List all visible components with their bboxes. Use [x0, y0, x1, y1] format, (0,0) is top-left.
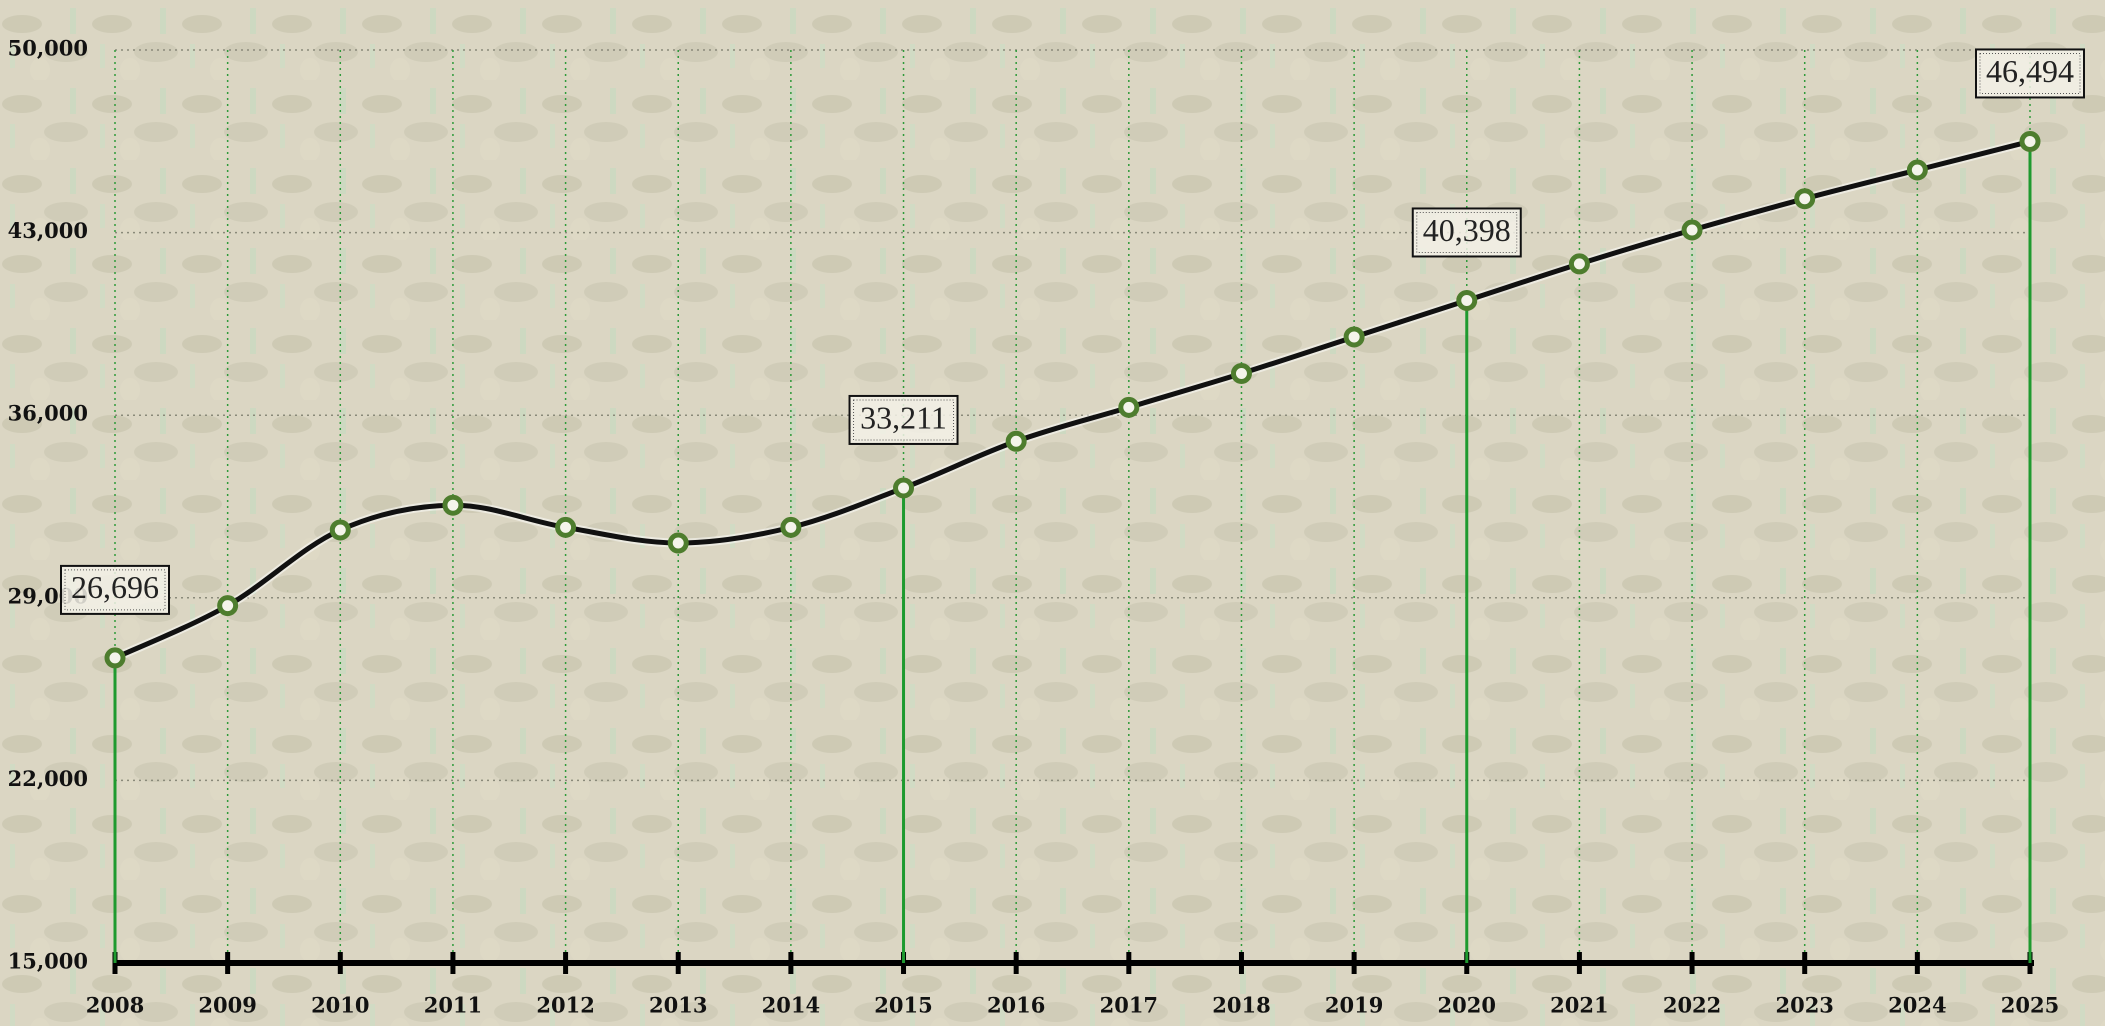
x-tick-label: 2013: [649, 993, 707, 1018]
marker: [1681, 219, 1703, 241]
value-label-box: [1975, 48, 2085, 99]
x-tick-label: 2016: [987, 993, 1045, 1018]
x-tick-label: 2008: [86, 993, 144, 1018]
marker: [893, 477, 915, 499]
marker: [1456, 289, 1478, 311]
marker: [217, 595, 239, 617]
value-label-box-inner: [1979, 52, 2081, 94]
marker: [667, 532, 689, 554]
value-label-box-inner: [853, 399, 955, 441]
marker: [1794, 188, 1816, 210]
x-tick-label: 2023: [1775, 993, 1833, 1018]
marker: [1118, 396, 1140, 418]
x-tick-label: 2012: [536, 993, 594, 1018]
y-tick-label: 15,000: [8, 949, 88, 974]
value-label-box-inner: [64, 569, 166, 611]
x-tick-label: 2019: [1325, 993, 1383, 1018]
x-tick-label: 2018: [1212, 993, 1270, 1018]
marker: [1906, 159, 1928, 181]
value-label-box: [60, 564, 170, 615]
x-tick-label: 2014: [762, 993, 820, 1018]
marker: [442, 494, 464, 516]
value-label-box: [1411, 207, 1522, 258]
y-tick-label: 22,000: [8, 766, 88, 791]
x-tick-label: 2020: [1438, 993, 1496, 1018]
x-tick-label: 2011: [424, 993, 482, 1018]
marker: [555, 516, 577, 538]
value-label-box: [848, 394, 959, 445]
x-tick-label: 2024: [1888, 993, 1946, 1018]
x-tick-label: 2009: [198, 993, 256, 1018]
x-tick-label: 2010: [311, 993, 369, 1018]
value-label-box-inner: [1416, 211, 1518, 253]
marker: [1005, 430, 1027, 452]
y-tick-label: 43,000: [8, 218, 88, 243]
value-label: 33,211: [860, 399, 947, 435]
y-tick-label: 36,000: [8, 401, 88, 426]
x-tick-label: 2017: [1100, 993, 1158, 1018]
marker: [2019, 130, 2041, 152]
x-tick-label: 2022: [1663, 993, 1721, 1018]
value-label: 46,494: [1986, 53, 2074, 89]
x-tick-label: 2025: [2001, 993, 2059, 1018]
marker: [1230, 362, 1252, 384]
value-label: 26,696: [71, 569, 159, 605]
marker: [329, 519, 351, 541]
marker: [780, 516, 802, 538]
value-label: 40,398: [1423, 212, 1511, 248]
marker: [1343, 326, 1365, 348]
marker: [104, 647, 126, 669]
marker: [1568, 253, 1590, 275]
y-tick-label: 50,000: [8, 36, 88, 61]
x-tick-label: 2015: [874, 993, 932, 1018]
x-tick-label: 2021: [1550, 993, 1608, 1018]
